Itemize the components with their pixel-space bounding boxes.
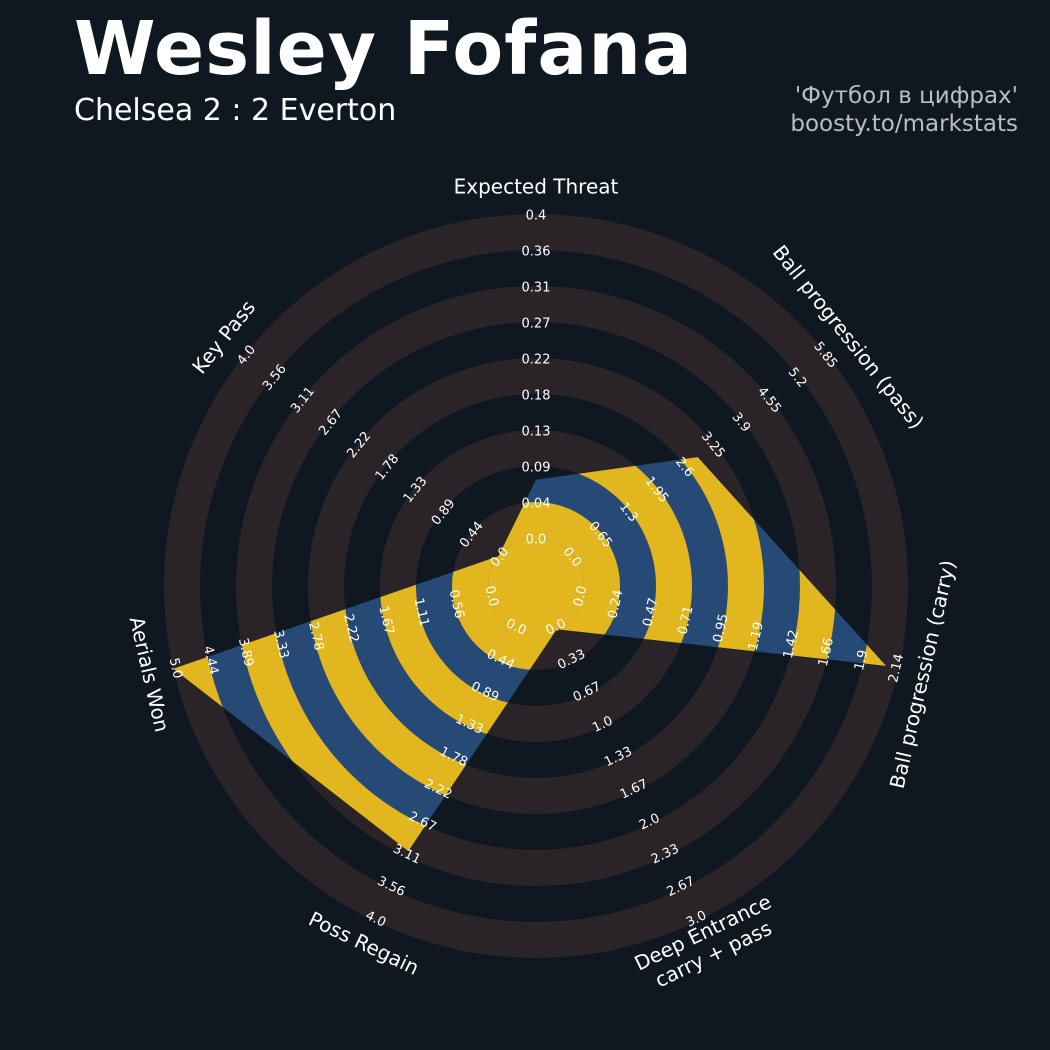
tick-label: 0.0 [482,584,501,608]
tick-label: 1.11 [410,597,431,629]
credit-line-2[interactable]: boosty.to/markstats [790,111,1018,137]
tick-label: 0.18 [522,389,551,404]
axis-label-line: Aerials Won [125,614,175,734]
radar-center-disc [488,538,584,634]
tick-label: 0.04 [522,497,551,512]
tick-label: 1.66 [816,637,837,669]
match-subtitle: Chelsea 2 : 2 Everton [74,93,397,128]
tick-label: 2.22 [340,613,361,645]
tick-label: 3.33 [270,629,291,661]
tick-label: 4.44 [200,645,221,677]
tick-label: 1.67 [375,605,396,637]
tick-label: 0.27 [522,317,551,332]
axis-label: Aerials Won [125,614,175,734]
tick-label: 0.31 [522,281,551,296]
tick-label: 0.0 [526,533,547,548]
tick-label: 1.42 [781,629,802,661]
tick-label: 0.13 [522,425,551,440]
page-title: Wesley Fofana [74,6,693,92]
tick-label: 2.14 [886,653,907,685]
tick-label: 0.24 [605,588,626,620]
credit-line-1: 'Футбол в цифрах' [794,83,1018,109]
tick-label: 5.0 [166,657,185,681]
tick-label: 0.47 [640,597,661,629]
tick-label: 0.09 [522,461,551,476]
tick-label: 1.9 [852,649,871,673]
tick-label: 0.22 [522,353,551,368]
tick-label: 2.78 [305,621,326,653]
tick-label: 0.56 [446,588,467,620]
tick-label: 3.89 [235,637,256,669]
radar-tick-labels: 0.0 0.04 0.09 0.13 0.18 0.22 0.27 0.31 0.36 0.4 0.… [166,209,908,931]
tick-label: 0.71 [676,605,697,637]
tick-label: 0.36 [522,245,551,260]
tick-label: 0.0 [571,584,590,608]
tick-label: 0.95 [711,613,732,645]
tick-label: 1.19 [746,621,767,653]
axis-label: Expected Threat [454,175,619,199]
credit: 'Футбол в цифрах' boosty.to/markstats [790,82,1018,138]
tick-label: 0.4 [526,209,547,224]
axis-label-line: Expected Threat [454,175,619,199]
